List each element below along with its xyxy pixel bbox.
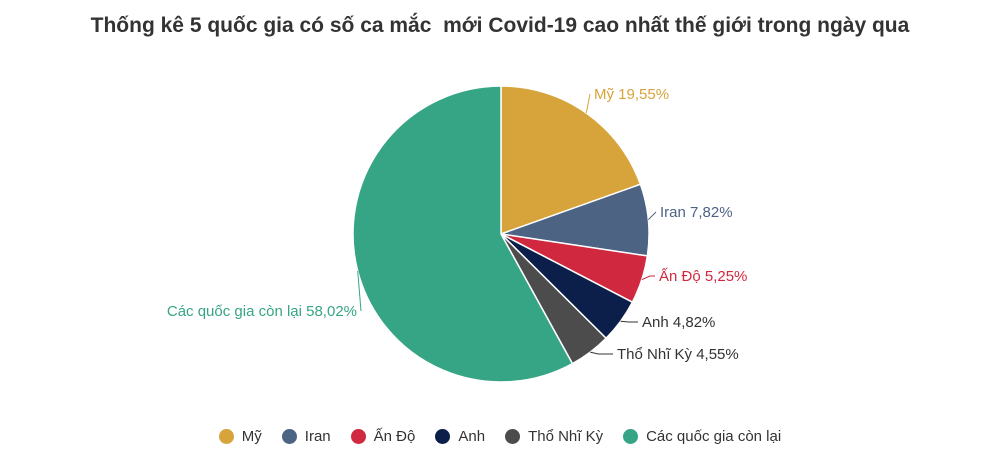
chart-legend: Mỹ Iran Ấn Độ Anh Thổ Nhĩ Kỳ Các quốc gia còn…: [0, 428, 1000, 445]
slice-data-label: Anh 4,82%: [642, 314, 715, 331]
legend-label: Ấn Độ: [373, 428, 416, 445]
pie-slice: [352, 85, 574, 383]
label-leader-line: [641, 275, 655, 281]
legend-item[interactable]: Các quốc gia còn lại: [623, 428, 781, 445]
pie-slice: [500, 85, 642, 236]
pie-slices: [352, 85, 650, 383]
legend-item[interactable]: Iran: [281, 428, 331, 445]
slice-data-label: Thổ Nhĩ Kỳ 4,55%: [617, 346, 739, 363]
slice-data-label: Ấn Độ 5,25%: [659, 268, 747, 285]
legend-label: Mỹ: [241, 428, 262, 445]
legend-item[interactable]: Anh: [435, 428, 485, 445]
legend-color-dot: [435, 429, 451, 444]
legend-label: Iran: [304, 428, 331, 445]
chart-title: Thống kê 5 quốc gia có số ca mắc mới Cov…: [90, 14, 910, 37]
slice-data-label: Mỹ 19,55%: [594, 86, 669, 103]
legend-color-dot: [623, 429, 639, 444]
label-leader-line: [357, 270, 362, 312]
legend-label: Thổ Nhĩ Kỳ: [528, 428, 604, 445]
slice-data-label: Các quốc gia còn lại 58,02%: [167, 303, 357, 320]
legend-color-dot: [505, 429, 521, 444]
label-leader-line: [585, 93, 591, 114]
label-leader-line: [647, 211, 657, 221]
legend-color-dot: [281, 429, 297, 444]
pie-labels: Mỹ 19,55% Iran 7,82% Ấn Độ 5,25% Anh 4,82% T…: [167, 86, 748, 363]
legend-label: Anh: [458, 428, 486, 445]
legend-color-dot: [350, 429, 366, 444]
label-leader-line: [620, 320, 638, 323]
slice-data-label: Iran 7,82%: [660, 204, 733, 221]
label-leader-line: [590, 351, 613, 355]
legend-item[interactable]: Mỹ: [218, 428, 262, 445]
legend-label: Các quốc gia còn lại: [646, 428, 782, 445]
legend-item[interactable]: Ấn Độ: [350, 428, 416, 445]
legend-color-dot: [218, 429, 234, 444]
legend-item[interactable]: Thổ Nhĩ Kỳ: [505, 428, 603, 445]
